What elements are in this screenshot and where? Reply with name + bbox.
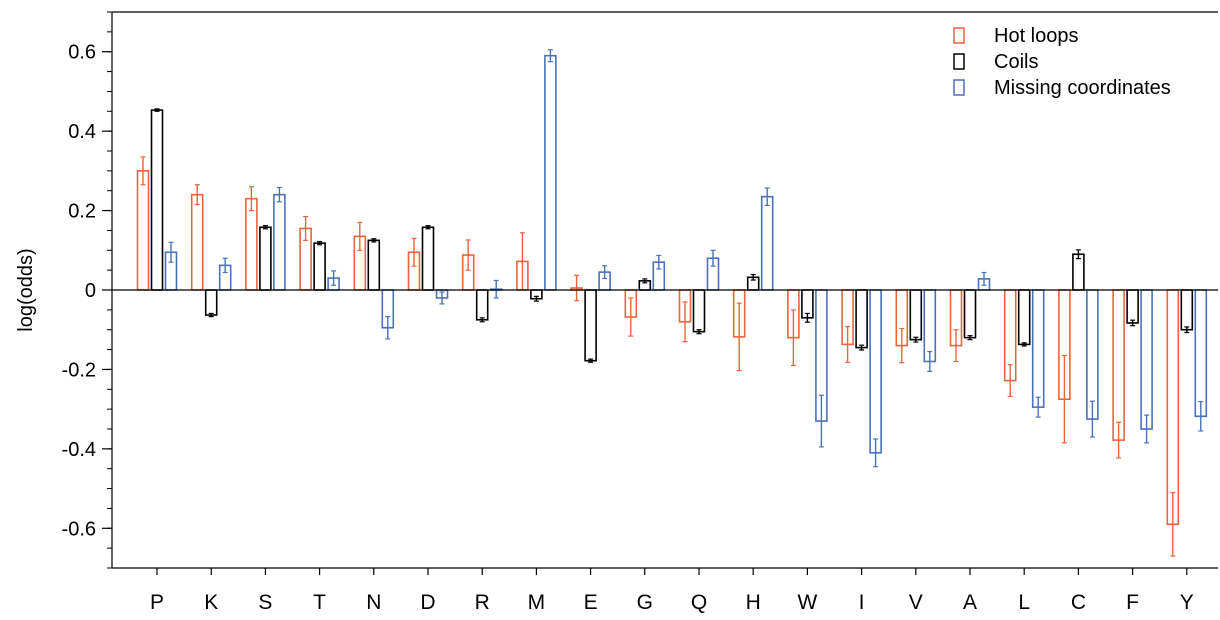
bar: [1140, 289, 1153, 430]
x-tick-label: Q: [691, 591, 707, 614]
legend-swatch: [953, 79, 965, 96]
x-tick-label: S: [258, 591, 272, 614]
legend-label: Missing coordinates: [994, 77, 1171, 99]
bar: [855, 289, 868, 349]
y-tick-label: -0.2: [62, 359, 96, 381]
bars-layer: [136, 49, 1208, 557]
bar: [313, 242, 326, 291]
y-tick-label: -0.6: [62, 518, 96, 540]
bar: [150, 109, 164, 291]
x-tick-label: P: [150, 591, 164, 614]
x-tick-label: R: [475, 591, 490, 614]
y-tick-label: 0: [85, 280, 96, 302]
bar: [421, 226, 435, 291]
axes-layer: [102, 11, 1218, 575]
labels-layer: 0.6 0.4 0.2 0 -0.2 -0.4 -0.6 P K S T N D R M E G Q H W I V A L C…: [62, 42, 1194, 614]
bar: [367, 239, 381, 291]
bar: [1112, 289, 1125, 441]
bar: [190, 193, 204, 291]
bar: [204, 289, 218, 316]
bar: [245, 197, 258, 291]
x-tick-label: Y: [1180, 591, 1194, 614]
x-tick-label: W: [797, 591, 817, 614]
x-tick-label: H: [746, 591, 761, 614]
legend-swatch: [953, 27, 965, 44]
y-axis-label: log(odds): [15, 248, 37, 331]
bar: [273, 193, 286, 291]
x-tick-label: C: [1071, 591, 1086, 614]
bar: [760, 195, 774, 291]
bar: [1166, 289, 1180, 526]
bar: [1180, 289, 1194, 331]
bar: [1072, 253, 1085, 291]
bar: [1086, 289, 1099, 420]
bar: [923, 289, 937, 363]
bar: [963, 289, 977, 339]
x-tick-label: A: [963, 591, 977, 614]
x-tick-label: N: [366, 591, 381, 614]
y-tick-label: 0.2: [68, 201, 96, 223]
x-tick-label: K: [204, 591, 218, 614]
legend-label: Coils: [994, 51, 1038, 73]
bar: [1194, 289, 1208, 418]
x-tick-label: F: [1126, 591, 1139, 614]
bar: [136, 170, 150, 291]
bar: [544, 54, 557, 291]
x-tick-label: I: [859, 591, 865, 614]
x-tick-label: G: [637, 591, 653, 614]
x-tick-label: L: [1018, 591, 1030, 614]
bar: [584, 289, 597, 362]
x-tick-label: M: [528, 591, 546, 614]
legend: Hot loops Coils Missing coordinates: [953, 25, 1171, 99]
x-tick-label: V: [909, 591, 923, 614]
bar: [869, 289, 882, 454]
y-tick-label: 0.4: [68, 121, 96, 143]
x-tick-label: E: [584, 591, 598, 614]
x-tick-label: T: [313, 591, 326, 614]
legend-swatch: [953, 53, 965, 70]
bar: [259, 226, 272, 291]
y-tick-label: 0.6: [68, 42, 96, 64]
bar: [1031, 289, 1045, 408]
x-tick-label: D: [420, 591, 435, 614]
bar: [475, 289, 489, 321]
y-tick-label: -0.4: [62, 439, 96, 461]
legend-label: Hot loops: [994, 25, 1079, 47]
bar: [1017, 289, 1031, 346]
bar: [1126, 289, 1139, 324]
bar: [692, 289, 706, 333]
bar: [909, 289, 923, 341]
